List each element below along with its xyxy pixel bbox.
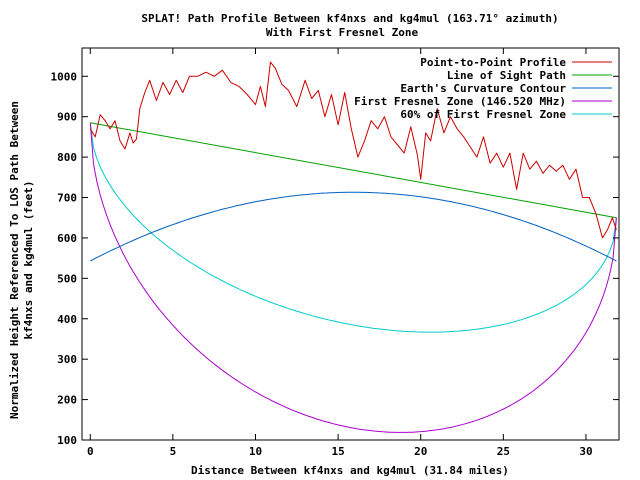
legend-label: Point-to-Point Profile bbox=[420, 56, 566, 69]
chart-title: SPLAT! Path Profile Between kf4nxs and k… bbox=[141, 12, 558, 25]
series-line-line-of-sight-path bbox=[90, 122, 617, 219]
y-axis-label-line-2: kf4nxs and kg4mul (feet) bbox=[22, 181, 35, 340]
legend-label: 60% of First Fresnel Zone bbox=[400, 108, 566, 121]
axis-ticks: 100 200 300 400 500 600 700 800 900 1000 0 5 10 15 20 2… bbox=[51, 48, 619, 458]
series-line-earth-s-curvature-contour bbox=[90, 191, 617, 262]
y-axis-label-line-1: Normalized Height Referenced To LOS Path… bbox=[8, 101, 21, 419]
series-line-first-fresnel-zone-146-520-mhz bbox=[89, 122, 617, 433]
y-tick-label: 500 bbox=[57, 272, 77, 285]
y-tick-label: 100 bbox=[57, 434, 77, 447]
series-line-point-to-point-profile bbox=[89, 61, 617, 239]
x-tick-label: 20 bbox=[414, 445, 427, 458]
x-tick-label: 0 bbox=[87, 445, 94, 458]
series-line-60-of-first-fresnel-zone bbox=[89, 122, 617, 333]
x-tick-label: 5 bbox=[170, 445, 177, 458]
y-axis-label: Normalized Height Referenced To LOS Path… bbox=[8, 101, 35, 419]
x-axis-label: Distance Between kf4nxs and kg4mul (31.8… bbox=[191, 464, 509, 477]
y-tick-label: 400 bbox=[57, 313, 77, 326]
y-tick-label: 300 bbox=[57, 353, 77, 366]
plot-area bbox=[89, 61, 617, 433]
x-tick-label: 25 bbox=[497, 445, 510, 458]
legend-label: Earth's Curvature Contour bbox=[400, 82, 566, 95]
y-tick-label: 600 bbox=[57, 232, 77, 245]
legend-label: First Fresnel Zone (146.520 MHz) bbox=[354, 95, 566, 108]
y-tick-label: 200 bbox=[57, 394, 77, 407]
x-tick-label: 15 bbox=[331, 445, 344, 458]
plot-frame bbox=[81, 47, 620, 441]
chart-subtitle: With First Fresnel Zone bbox=[266, 26, 419, 39]
x-tick-label: 30 bbox=[579, 445, 592, 458]
x-tick-label: 10 bbox=[249, 445, 262, 458]
legend-label: Line of Sight Path bbox=[447, 69, 566, 82]
y-tick-label: 900 bbox=[57, 111, 77, 124]
y-tick-label: 800 bbox=[57, 151, 77, 164]
y-tick-label: 1000 bbox=[51, 70, 78, 83]
y-tick-label: 700 bbox=[57, 192, 77, 205]
